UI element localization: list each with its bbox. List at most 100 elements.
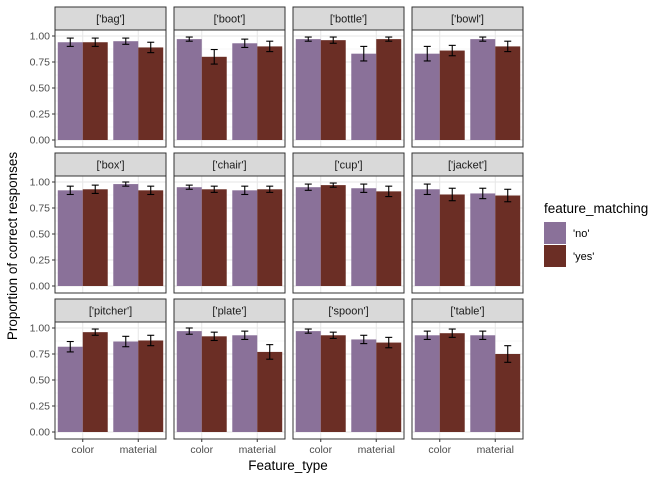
y-tick-label: 0.25 <box>30 255 51 267</box>
x-tick-label: color <box>71 444 94 456</box>
facet-panels: ['bag'] 0.00 0.25 0.50 0.75 1.00 ['boot'] ['bot… <box>30 6 524 456</box>
bar-no <box>232 190 258 286</box>
bar-no <box>57 346 83 432</box>
facet-strip-label: ['bag'] <box>96 14 125 26</box>
x-tick-label: color <box>190 444 213 456</box>
bar-no <box>176 39 202 141</box>
bar-yes <box>320 185 346 286</box>
facet-strip-label: ['jacket'] <box>448 160 487 172</box>
y-tick-label: 0.25 <box>30 109 51 121</box>
x-tick-label: material <box>239 444 276 456</box>
facet-panel: ['table'] color material <box>411 298 524 456</box>
bar-no <box>470 39 496 141</box>
bar-yes <box>439 194 465 286</box>
bar-yes <box>376 39 402 141</box>
panel-border <box>292 29 405 148</box>
panel-border <box>411 321 524 440</box>
bar-no <box>57 190 83 286</box>
y-tick-label: 1.00 <box>30 177 51 189</box>
facet-panel: ['pitcher'] 0.00 0.25 0.50 0.75 1.00 color mate… <box>30 298 167 456</box>
panel-border <box>411 175 524 294</box>
y-tick-label: 0.00 <box>30 427 51 439</box>
y-tick-label: 0.75 <box>30 57 51 69</box>
legend-keys: 'no' 'yes' <box>544 222 594 267</box>
panel-border <box>173 29 286 148</box>
facet-panel: ['cup'] <box>292 152 405 294</box>
bar-yes <box>201 189 227 286</box>
x-tick-label: material <box>120 444 157 456</box>
bar-yes <box>376 342 402 432</box>
panel-border <box>292 175 405 294</box>
y-tick-label: 1.00 <box>30 31 51 43</box>
x-axis-title: Feature_type <box>248 458 328 473</box>
bar-no <box>232 335 258 432</box>
bar-yes <box>257 46 283 140</box>
bar-no <box>414 53 440 140</box>
facet-strip-label: ['table'] <box>450 306 484 318</box>
y-tick-label: 0.75 <box>30 203 51 215</box>
facet-strip-label: ['bowl'] <box>451 14 484 26</box>
bar-no <box>470 193 496 286</box>
facet-strip-label: ['bottle'] <box>330 14 367 26</box>
bar-yes <box>439 50 465 141</box>
facet-strip-label: ['pitcher'] <box>89 306 132 318</box>
panel-border <box>292 321 405 440</box>
y-tick-label: 0.50 <box>30 229 51 241</box>
y-tick-label: 0.50 <box>30 83 51 95</box>
x-tick-label: material <box>358 444 395 456</box>
bar-no <box>295 187 321 286</box>
legend-key-swatch <box>544 222 566 244</box>
bar-yes <box>320 335 346 432</box>
panel-border <box>173 175 286 294</box>
bar-yes <box>138 190 164 286</box>
facet-panel: ['jacket'] <box>411 152 524 294</box>
bar-no <box>351 53 377 140</box>
bar-no <box>351 188 377 286</box>
bar-no <box>414 335 440 432</box>
bar-no <box>57 42 83 140</box>
y-tick-label: 1.00 <box>30 323 51 335</box>
legend-key-label: 'yes' <box>573 251 594 263</box>
facet-panel: ['bag'] 0.00 0.25 0.50 0.75 1.00 <box>30 6 167 148</box>
y-axis-title: Proportion of correct responses <box>5 152 20 341</box>
bar-no <box>295 331 321 432</box>
y-tick-label: 0.25 <box>30 401 51 413</box>
x-tick-label: material <box>477 444 514 456</box>
facet-strip-label: ['plate'] <box>212 306 246 318</box>
panel-border <box>411 29 524 148</box>
y-tick-label: 0.00 <box>30 281 51 293</box>
facet-panel: ['box'] 0.00 0.25 0.50 0.75 1.00 <box>30 152 167 294</box>
y-tick-label: 0.00 <box>30 135 51 147</box>
facet-panel: ['spoon'] color material <box>292 298 405 456</box>
bar-yes <box>138 47 164 140</box>
bar-no <box>176 331 202 432</box>
bar-yes <box>82 189 108 286</box>
bar-no <box>232 43 258 140</box>
bar-no <box>470 335 496 432</box>
bar-yes <box>495 354 521 432</box>
bar-no <box>295 39 321 141</box>
x-tick-label: color <box>309 444 332 456</box>
legend-key-label: 'no' <box>573 228 589 240</box>
x-tick-label: color <box>428 444 451 456</box>
facet-strip-label: ['boot'] <box>214 14 246 26</box>
bar-no <box>113 184 139 286</box>
facet-panel: ['boot'] <box>173 6 286 148</box>
bar-yes <box>495 46 521 140</box>
bar-yes <box>82 332 108 432</box>
legend-title: feature_matching <box>544 201 648 216</box>
bar-yes <box>320 40 346 140</box>
bar-yes <box>376 191 402 286</box>
bar-yes <box>201 56 227 140</box>
facet-panel: ['plate'] color material <box>173 298 286 456</box>
bar-no <box>113 341 139 432</box>
bar-yes <box>257 351 283 432</box>
bar-yes <box>82 42 108 140</box>
legend-key-swatch <box>544 245 566 267</box>
bar-no <box>414 189 440 286</box>
bar-yes <box>439 333 465 432</box>
y-tick-label: 0.75 <box>30 349 51 361</box>
bar-yes <box>138 340 164 432</box>
facet-panel: ['bowl'] <box>411 6 524 148</box>
